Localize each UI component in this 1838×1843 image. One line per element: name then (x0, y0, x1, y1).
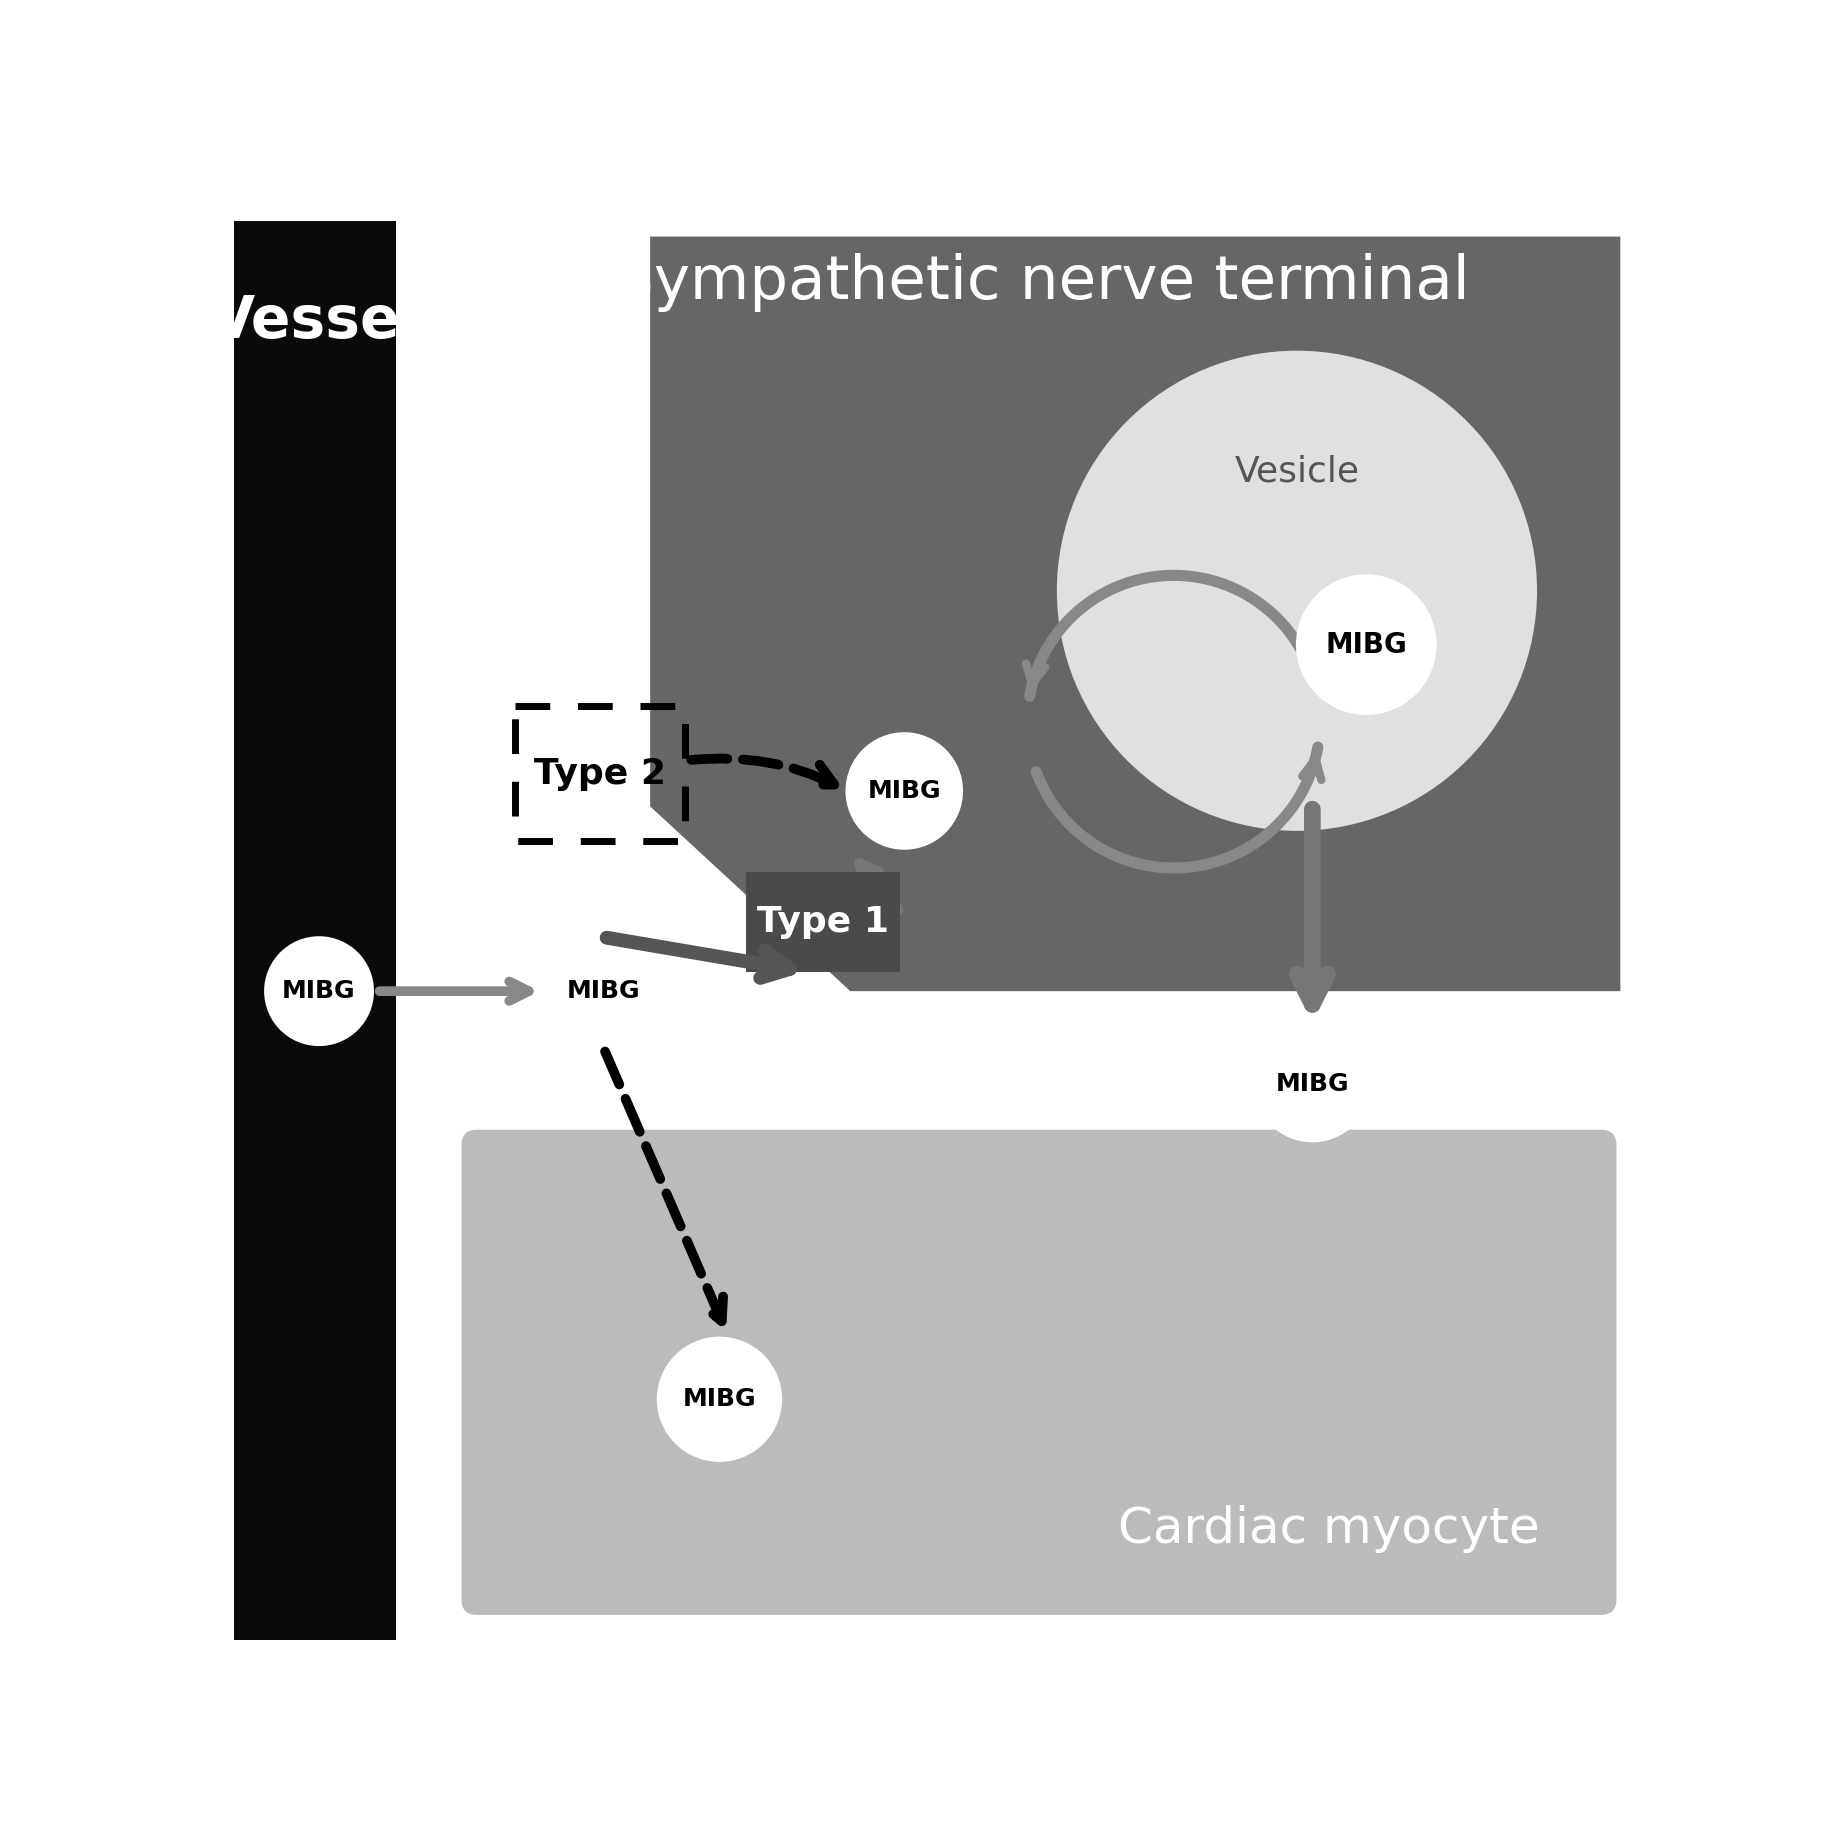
Circle shape (1255, 1027, 1369, 1141)
Text: Type 2: Type 2 (535, 757, 665, 791)
Text: MIBG: MIBG (1325, 630, 1408, 658)
Circle shape (546, 933, 662, 1049)
Polygon shape (651, 236, 1621, 992)
Text: Vesicle: Vesicle (1235, 455, 1360, 488)
Text: Cardiac myocyte: Cardiac myocyte (1118, 1506, 1540, 1554)
FancyBboxPatch shape (461, 1130, 1616, 1614)
Text: MIBG: MIBG (283, 979, 357, 1003)
Bar (746, 872, 901, 971)
Circle shape (1059, 352, 1535, 829)
Circle shape (847, 734, 961, 850)
Text: Type 1: Type 1 (757, 905, 890, 938)
Text: MIBG: MIBG (682, 1388, 755, 1412)
Bar (235, 221, 395, 1640)
Text: MIBG: MIBG (868, 780, 941, 804)
Bar (515, 706, 686, 840)
Text: MIBG: MIBG (1276, 1071, 1349, 1095)
Circle shape (265, 938, 373, 1045)
Text: MIBG: MIBG (568, 979, 641, 1003)
Circle shape (658, 1338, 781, 1461)
Text: Sympathetic nerve terminal: Sympathetic nerve terminal (616, 252, 1470, 311)
Text: Vessel: Vessel (210, 293, 421, 350)
Circle shape (1298, 575, 1435, 713)
